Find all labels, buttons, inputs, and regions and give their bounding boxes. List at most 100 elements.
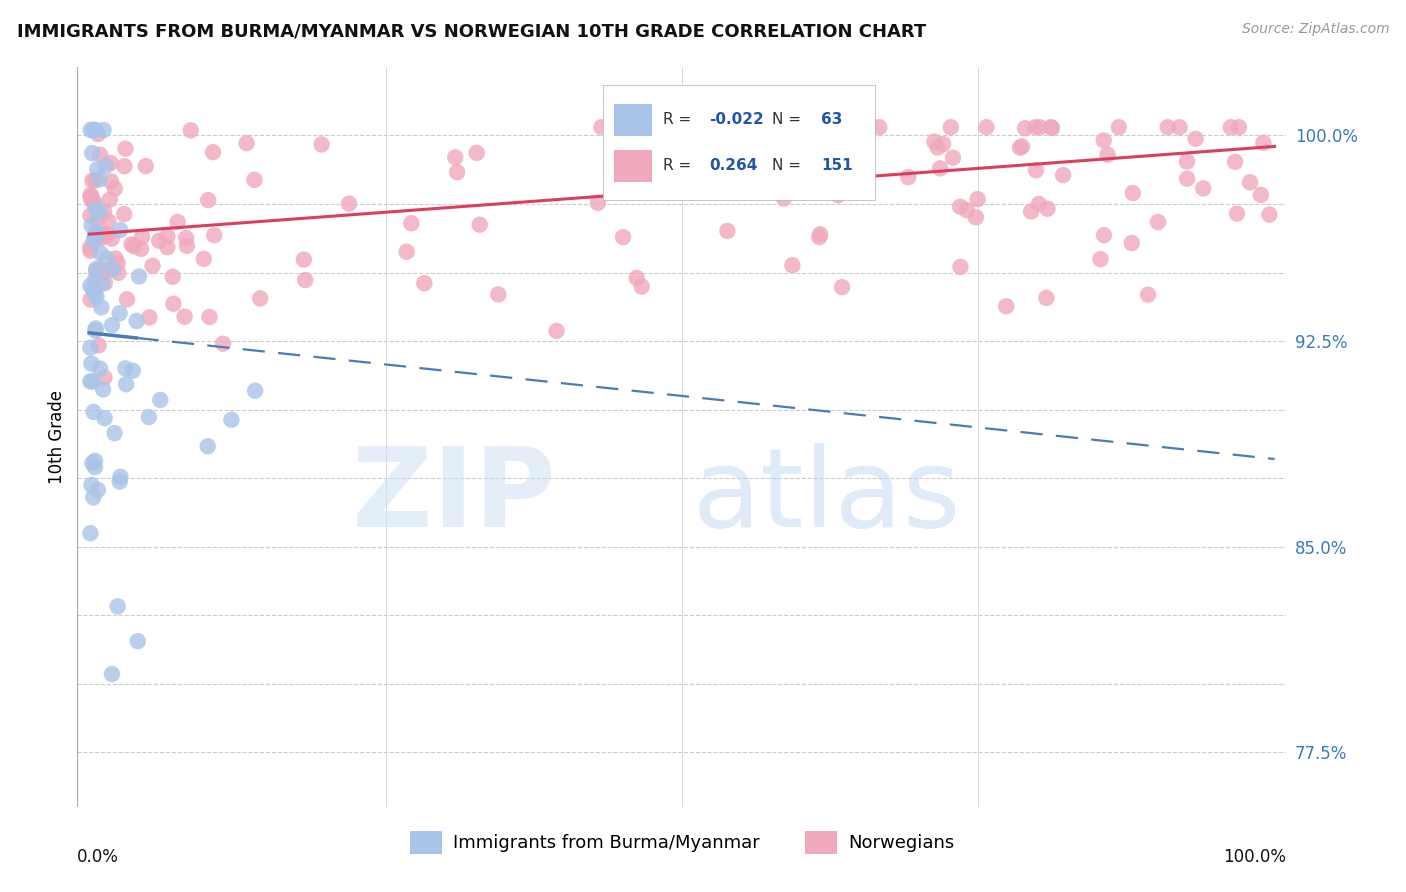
Point — [101, 318, 124, 333]
Point — [1175, 171, 1198, 186]
Point — [1008, 141, 1031, 155]
Point — [91, 383, 114, 397]
Point — [84, 202, 107, 217]
Point — [156, 240, 179, 254]
Point — [87, 483, 110, 497]
Point — [82, 375, 104, 389]
Text: 0.0%: 0.0% — [77, 848, 120, 866]
Point — [89, 204, 111, 219]
Point — [82, 491, 104, 505]
Point — [84, 228, 107, 243]
Point — [79, 209, 101, 223]
Point — [79, 123, 101, 137]
Point — [808, 230, 831, 244]
Point — [831, 280, 853, 294]
Point — [83, 123, 105, 137]
Point — [128, 269, 150, 284]
Point — [80, 189, 103, 203]
Point — [82, 456, 104, 470]
Point — [929, 161, 952, 176]
Point — [976, 120, 998, 135]
Point — [939, 120, 962, 135]
Point — [731, 158, 754, 172]
Point — [292, 252, 315, 267]
Point — [79, 278, 101, 293]
Point — [221, 413, 243, 427]
Point — [93, 411, 115, 425]
Point — [1108, 120, 1130, 135]
Point — [100, 174, 122, 188]
Point — [121, 364, 143, 378]
Point — [1011, 139, 1033, 153]
Point — [1039, 120, 1062, 135]
Point — [79, 188, 101, 202]
Point — [104, 252, 127, 266]
Point — [82, 281, 104, 295]
Point — [89, 172, 111, 186]
Point — [162, 297, 184, 311]
Point — [80, 357, 103, 371]
Point — [966, 192, 988, 206]
Point — [401, 216, 423, 230]
Point — [101, 667, 124, 681]
Point — [84, 454, 107, 468]
Point — [626, 271, 648, 285]
Point — [1122, 186, 1144, 200]
Point — [949, 260, 972, 274]
Point — [1192, 181, 1215, 195]
Point — [1014, 121, 1036, 136]
Point — [100, 262, 122, 277]
Point — [198, 310, 221, 324]
Point — [1157, 120, 1180, 135]
Point — [486, 287, 509, 301]
Point — [672, 131, 695, 145]
Point — [212, 336, 235, 351]
Text: ZIP: ZIP — [352, 442, 555, 549]
Point — [1253, 136, 1275, 150]
Point — [156, 229, 179, 244]
Point — [897, 170, 920, 185]
Point — [84, 324, 107, 338]
Point — [1250, 188, 1272, 202]
Point — [115, 377, 138, 392]
Point — [162, 269, 184, 284]
Point — [86, 213, 108, 227]
Point — [89, 262, 111, 277]
Point — [115, 293, 138, 307]
Point — [79, 526, 101, 541]
Point — [87, 127, 110, 141]
Point — [82, 174, 104, 188]
Point — [868, 120, 890, 135]
Point — [84, 272, 107, 286]
Point — [89, 147, 111, 161]
Point — [79, 341, 101, 355]
Point — [1028, 197, 1050, 211]
Point — [612, 230, 634, 244]
Point — [942, 151, 965, 165]
Point — [1226, 206, 1249, 220]
Point — [949, 200, 972, 214]
Point — [1137, 287, 1160, 301]
Point — [176, 239, 198, 253]
Point — [84, 264, 107, 278]
Point — [1040, 120, 1063, 135]
Point — [773, 182, 796, 196]
Point — [110, 469, 132, 483]
Point — [1024, 120, 1046, 135]
Point — [1121, 235, 1143, 250]
Point — [413, 277, 436, 291]
Point — [782, 258, 804, 272]
Legend: Immigrants from Burma/Myanmar, Norwegians: Immigrants from Burma/Myanmar, Norwegian… — [402, 823, 962, 861]
Text: Source: ZipAtlas.com: Source: ZipAtlas.com — [1241, 22, 1389, 37]
Point — [93, 205, 115, 219]
Point — [1092, 228, 1115, 243]
Point — [1090, 252, 1112, 267]
Point — [96, 252, 118, 266]
Point — [294, 273, 316, 287]
Point — [103, 426, 125, 441]
Point — [1239, 175, 1261, 189]
Point — [84, 261, 107, 276]
Point — [108, 306, 131, 320]
Point — [82, 146, 104, 161]
Point — [94, 276, 117, 290]
